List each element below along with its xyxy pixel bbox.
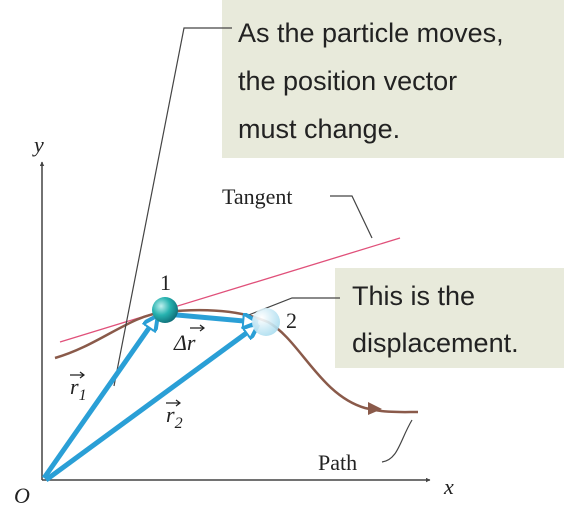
callout-box <box>222 0 564 158</box>
particle-1 <box>152 297 178 323</box>
vector-displacement <box>165 311 255 322</box>
tangent-line <box>59 237 401 343</box>
vector-arrow-symbol <box>190 324 205 332</box>
leader-line <box>330 195 373 239</box>
subscript: 2 <box>175 415 183 432</box>
delta-r-label: Δr <box>173 330 196 355</box>
callout-text: must change. <box>238 114 400 144</box>
point-label: 2 <box>286 308 297 333</box>
symbol: r <box>166 402 175 427</box>
point-label: 1 <box>160 270 171 295</box>
vector-arrow-symbol <box>166 399 181 407</box>
particle-2 <box>252 308 280 336</box>
r1-label: r1 <box>70 374 87 404</box>
y-axis-label: y <box>32 132 44 157</box>
origin-label: O <box>14 483 30 508</box>
path-arrow <box>368 402 382 415</box>
callout-text: This is the <box>352 281 475 311</box>
leader-line <box>113 27 232 387</box>
vector-r2 <box>44 326 256 483</box>
r2-label: r2 <box>166 402 183 432</box>
callout-text: the position vector <box>238 66 457 96</box>
path-label: Path <box>318 450 357 475</box>
tangent-label: Tangent <box>222 184 293 209</box>
callout-box <box>335 268 564 368</box>
x-axis-label: x <box>443 474 454 499</box>
subscript: 1 <box>79 387 87 404</box>
vector-r1 <box>41 318 156 480</box>
symbol: r <box>70 374 79 399</box>
vector-arrow-symbol <box>70 371 85 379</box>
callout-text: As the particle moves, <box>238 18 504 48</box>
leader-line <box>381 419 413 463</box>
callout-text: displacement. <box>352 328 519 358</box>
